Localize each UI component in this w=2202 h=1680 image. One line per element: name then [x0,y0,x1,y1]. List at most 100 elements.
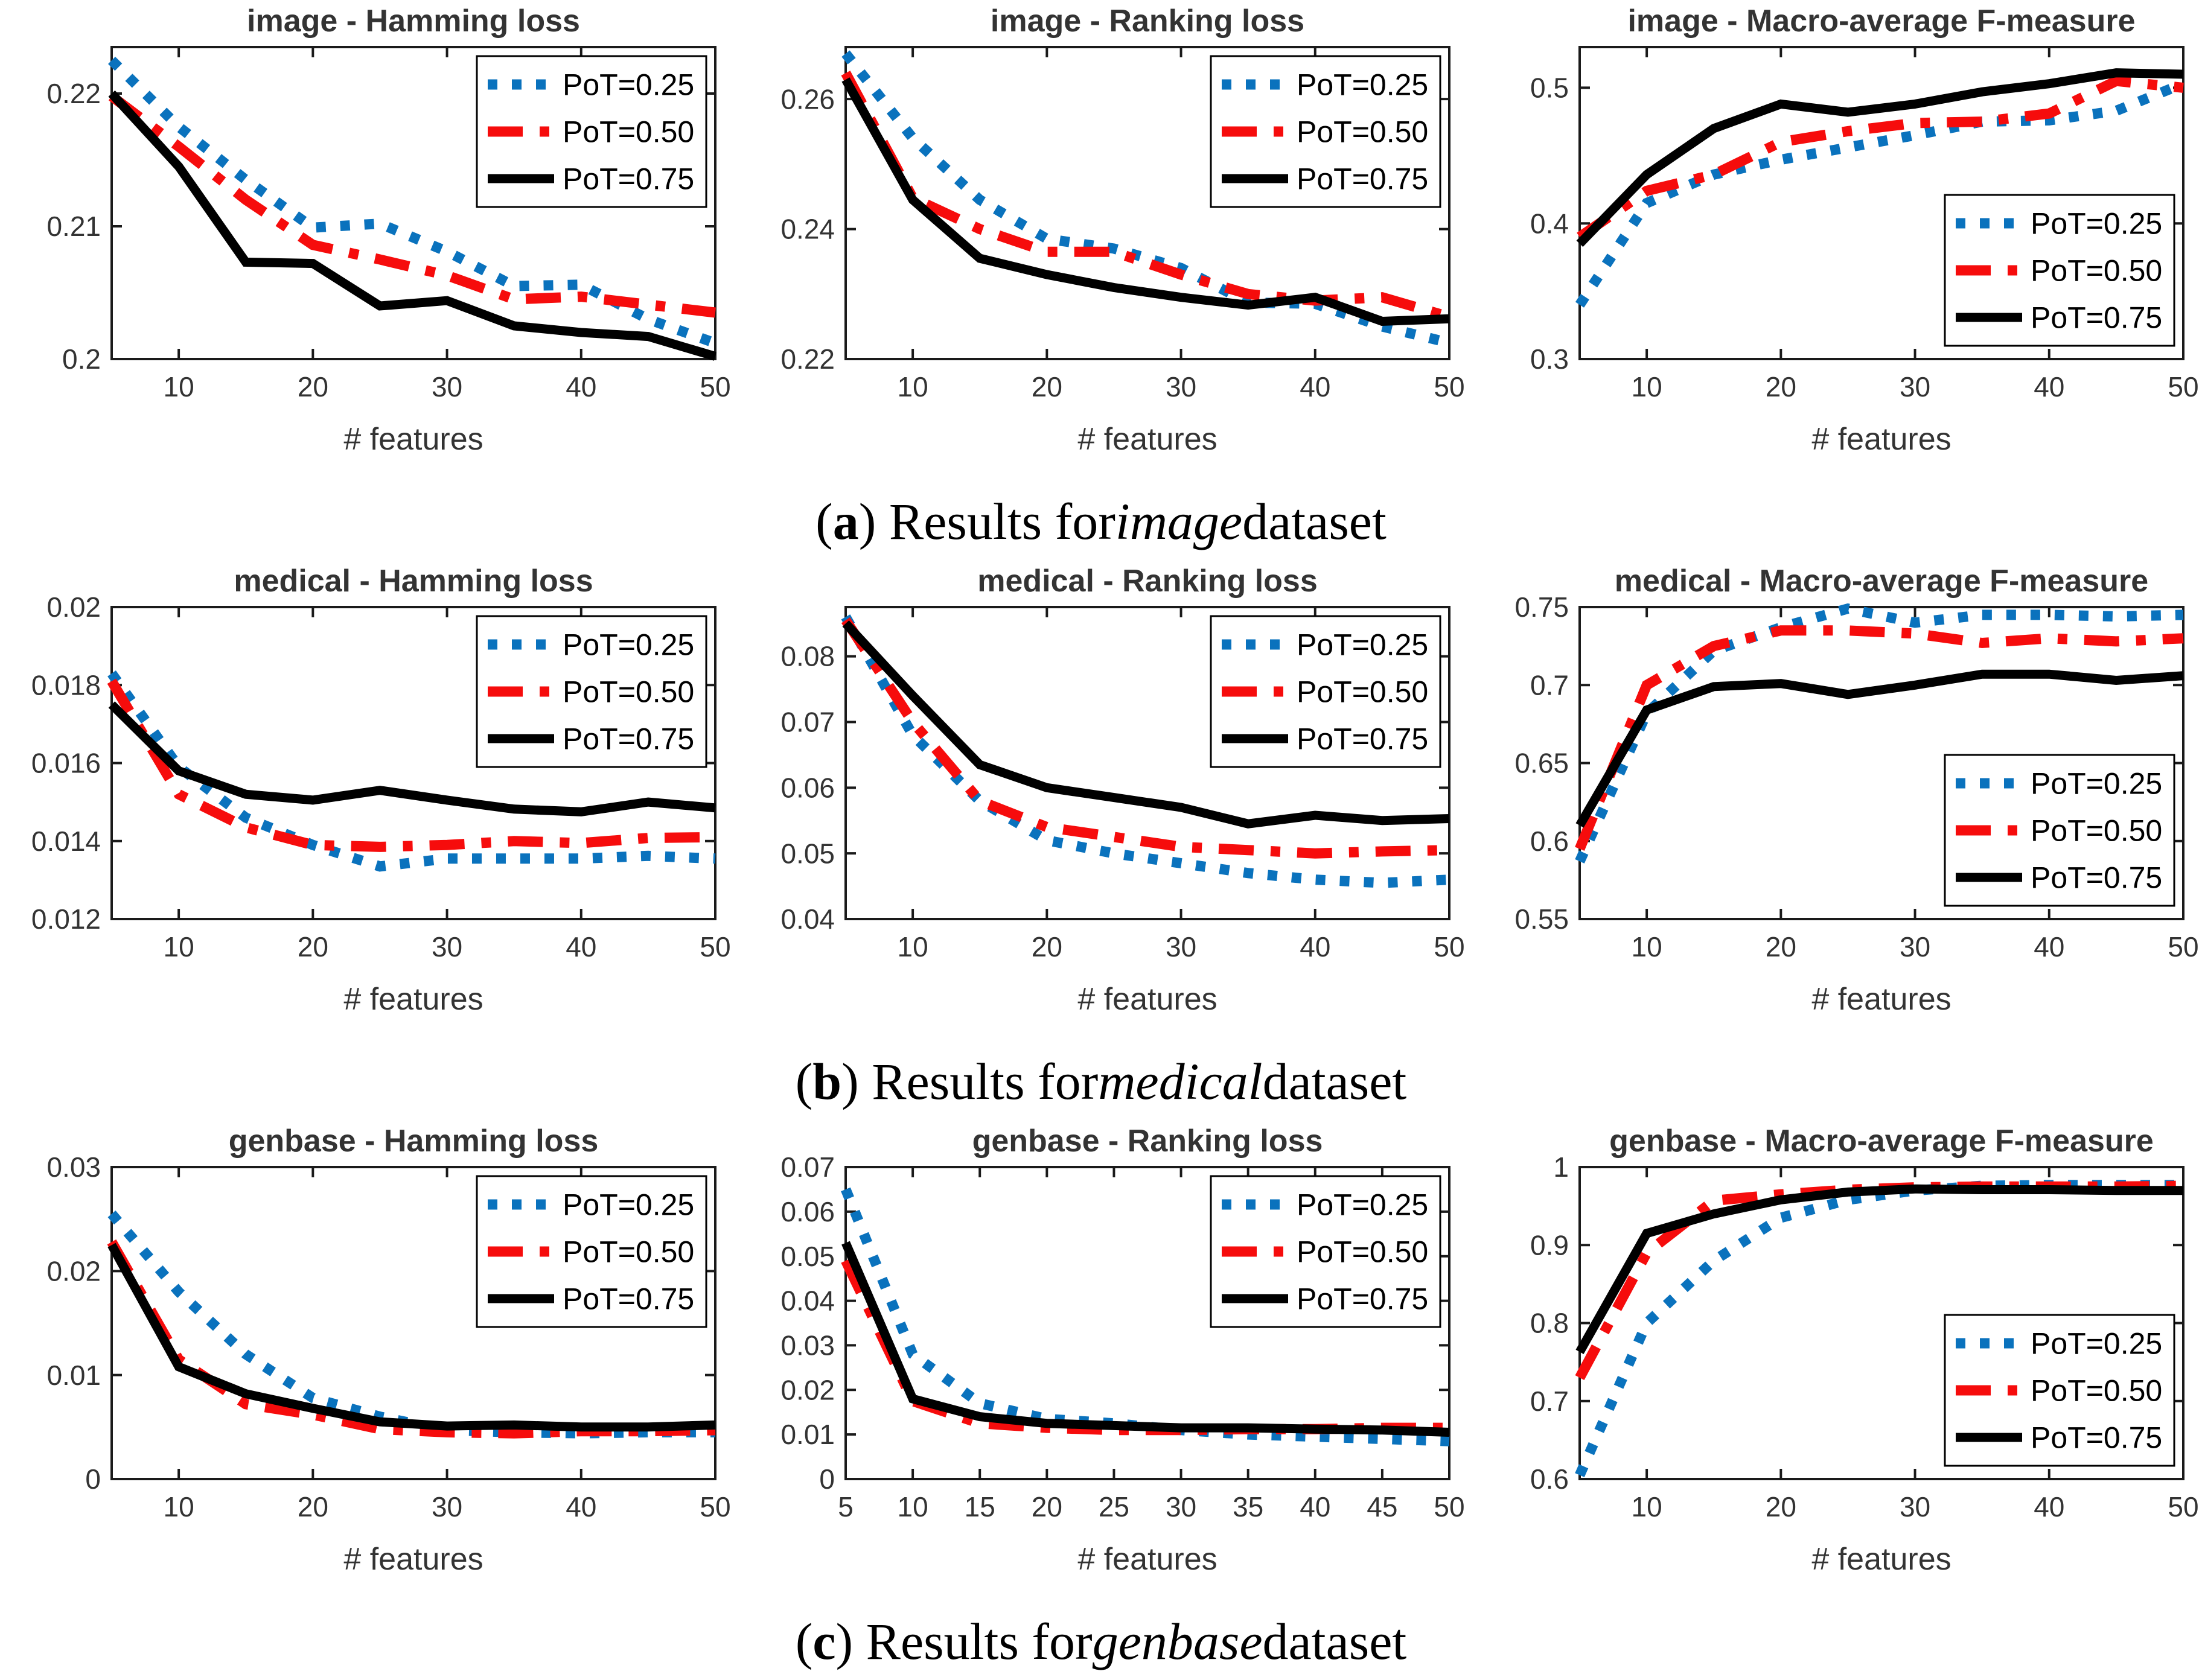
y-tick-label: 0.9 [1530,1229,1569,1261]
caption-b: (b) Results for medical dataset [0,1043,2202,1120]
series-line-pot-0-75 [842,620,1450,829]
x-tick-label: 5 [838,1491,854,1522]
legend-label: PoT=0.25 [1297,628,1428,662]
legend-label: PoT=0.25 [563,1188,694,1222]
x-tick-label: 50 [2168,931,2198,962]
legend: PoT=0.25 PoT=0.50 PoT=0.75 [1210,1175,1441,1328]
series-line-pot-0-75 [108,701,716,816]
y-tick-label: 0.018 [31,669,101,701]
x-tick-label: 10 [898,931,928,962]
caption-c-dataset: genbase [1092,1612,1263,1670]
x-tick-label: 25 [1099,1491,1129,1522]
caption-c-letter: c [812,1612,836,1670]
series-line-pot-0-75 [108,90,717,361]
y-tick-label: 0.24 [780,214,835,245]
caption-c: (c) Results for genbase dataset [0,1603,2202,1680]
chart-svg: image - Ranking loss 10 20 30 40 50 0.22 0.24 0.… [780,4,1464,457]
legend-label: PoT=0.50 [2031,814,2162,848]
legend: PoT=0.25 PoT=0.50 PoT=0.75 [1210,615,1441,768]
legend-label: PoT=0.50 [1297,1235,1428,1269]
caption-b-open: ( [795,1052,813,1110]
x-tick-label: 10 [164,371,194,402]
caption-a-dataset: image [1115,492,1243,550]
x-axis-label: # features [1811,982,1951,1017]
y-tick-label: 0.4 [1530,208,1569,239]
y-tick-label: 0.02 [46,591,101,623]
x-axis-label: # features [1811,422,1951,457]
x-tick-label: 50 [1434,1491,1464,1522]
y-tick-label: 0.02 [46,1255,101,1287]
y-tick-label: 0.7 [1530,1386,1569,1417]
y-tick-label: 0.75 [1514,591,1569,623]
series-line-pot-0-50 [1577,75,2184,241]
legend-label: PoT=0.50 [1297,675,1428,709]
legend: PoT=0.25 PoT=0.50 PoT=0.75 [1944,1314,2175,1467]
x-axis-label: # features [343,422,483,457]
series-line-pot-0-50 [841,71,1451,322]
legend: PoT=0.25 PoT=0.50 PoT=0.75 [1210,55,1441,208]
legend-label: PoT=0.75 [1297,162,1428,196]
plot-title: genbase - Ranking loss [972,1124,1323,1159]
legend-label: PoT=0.75 [563,1282,694,1316]
y-tick-label: 0.6 [1530,1463,1569,1495]
legend: PoT=0.25 PoT=0.50 PoT=0.75 [476,1175,707,1328]
x-tick-label: 15 [965,1491,995,1522]
x-tick-label: 20 [1032,1491,1062,1522]
x-tick-label: 10 [1632,931,1662,962]
row-medical-panels: medical - Hamming loss 10 20 30 40 50 0.012 0.0… [0,560,2202,1043]
legend-label: PoT=0.25 [563,68,694,102]
legend-label: PoT=0.50 [563,115,694,149]
x-tick-label: 50 [1434,371,1464,402]
chart-svg: medical - Macro-average F-measure 10 20 30 4… [1514,564,2198,1017]
series-line-pot-0-25 [841,50,1451,348]
legend-label: PoT=0.75 [1297,722,1428,756]
x-tick-label: 10 [898,371,928,402]
series-line-pot-0-25 [841,1187,1450,1446]
y-tick-label: 0.012 [31,903,101,935]
series-line-pot-0-25 [841,614,1450,888]
x-tick-label: 20 [298,371,328,402]
y-tick-label: 0.6 [1530,826,1569,857]
y-tick-label: 0.03 [46,1151,101,1183]
plot-image-hamming-loss: image - Hamming loss 10 20 30 40 50 0.2 0.21 0.2… [0,0,734,483]
caption-a-mid: ) Results for [858,492,1115,550]
legend: PoT=0.25 PoT=0.50 PoT=0.75 [476,55,707,208]
x-axis-label: # features [1077,1542,1217,1577]
legend-label: PoT=0.75 [563,162,694,196]
x-tick-label: 30 [1166,371,1196,402]
plot-title: image - Hamming loss [247,4,580,39]
series-line-pot-0-50 [108,92,716,318]
x-tick-label: 30 [432,1491,462,1522]
caption-a: (a) Results for image dataset [0,483,2202,560]
plot-image-macro-average-f-measure: image - Macro-average F-measure 10 20 30 40 5… [1468,0,2202,483]
y-tick-label: 0.65 [1514,748,1569,779]
y-tick-label: 0.3 [1530,343,1569,375]
x-tick-label: 40 [1300,1491,1330,1522]
caption-b-tail: dataset [1262,1052,1407,1110]
axes-box [110,1166,716,1480]
x-tick-label: 30 [1900,371,1930,402]
chart-svg: image - Hamming loss 10 20 30 40 50 0.2 0.21 0.2… [46,4,730,457]
legend-label: PoT=0.25 [563,628,694,662]
plot-title: medical - Ranking loss [977,564,1318,599]
chart-svg: genbase - Macro-average F-measure 10 20 30 4… [1530,1124,2199,1577]
x-axis-label: # features [1077,422,1217,457]
legend-label: PoT=0.75 [2031,1421,2162,1455]
series-line-pot-0-25 [1575,78,2186,308]
y-tick-label: 0.26 [780,83,835,115]
y-tick-label: 0.5 [1530,72,1569,104]
legend-label: PoT=0.50 [563,1235,694,1269]
x-axis-label: # features [343,982,483,1017]
caption-a-open: ( [815,492,833,550]
y-tick-label: 0.06 [780,772,835,803]
legend-label: PoT=0.25 [2031,207,2162,241]
y-tick-label: 0.21 [46,211,101,242]
chart-svg: genbase - Ranking loss 5 10 15 20 25 30 35 40 45 5… [780,1124,1464,1577]
legend-label: PoT=0.25 [2031,767,2162,801]
x-tick-label: 20 [1032,371,1062,402]
plot-genbase-ranking-loss: genbase - Ranking loss 5 10 15 20 25 30 35 40 45 5… [734,1120,1468,1603]
series-line-pot-0-25 [107,1211,715,1439]
series-line-pot-0-50 [841,617,1450,859]
series-line-pot-0-50 [107,678,716,852]
